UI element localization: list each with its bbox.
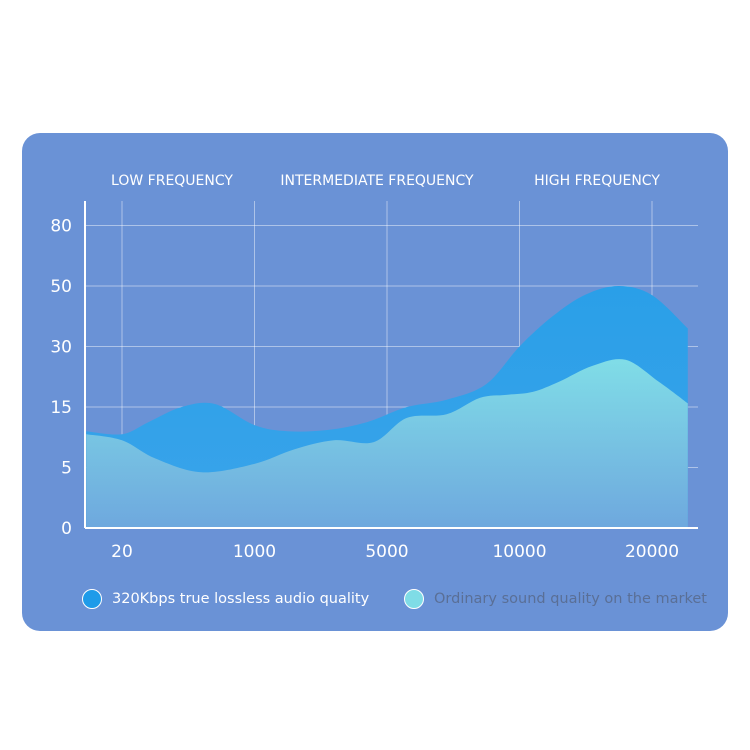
- x-tick-label: 20: [111, 542, 133, 562]
- band-label: LOW FREQUENCY: [111, 173, 233, 189]
- x-tick-label: 20000: [625, 542, 679, 562]
- y-tick-label: 5: [61, 459, 72, 479]
- y-tick-label: 0: [61, 519, 72, 539]
- legend-item-ordinary: Ordinary sound quality on the market: [404, 587, 707, 611]
- legend-label-lossless: 320Kbps true lossless audio quality: [112, 591, 370, 607]
- band-label: HIGH FREQUENCY: [534, 173, 660, 189]
- x-tick-label: 10000: [492, 542, 546, 562]
- x-tick-label: 5000: [365, 542, 408, 562]
- area-ordinary: [86, 359, 688, 528]
- band-label: INTERMEDIATE FREQUENCY: [280, 173, 474, 189]
- y-tick-label: 50: [50, 277, 72, 297]
- legend-swatch-lossless: [82, 589, 102, 609]
- chart-plot: LOW FREQUENCY INTERMEDIATE FREQUENCY HIGH …: [50, 173, 698, 562]
- chart-card: LOW FREQUENCY INTERMEDIATE FREQUENCY HIGH …: [22, 133, 728, 631]
- legend-label-ordinary: Ordinary sound quality on the market: [434, 591, 707, 607]
- y-tick-label: 30: [50, 338, 72, 358]
- legend-item-lossless: 320Kbps true lossless audio quality: [82, 587, 369, 611]
- x-tick-label: 1000: [233, 542, 276, 562]
- y-tick-label: 80: [50, 217, 72, 237]
- legend-swatch-ordinary: [404, 589, 424, 609]
- y-tick-label: 15: [50, 398, 72, 418]
